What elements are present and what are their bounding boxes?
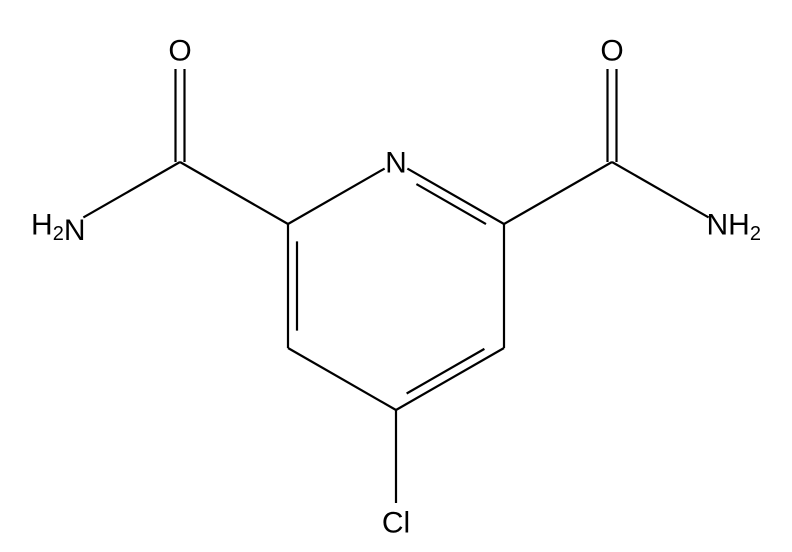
atom-label: H2N [31,209,85,247]
atom-label: N [385,147,407,180]
bond-line [416,184,486,224]
bond-line [288,348,396,410]
molecule-diagram: N O NH2 O H2N Cl [0,0,792,552]
bond-line [504,162,612,224]
bond-line [180,162,288,224]
atom-label: O [600,35,623,68]
atom-label: Cl [382,507,410,540]
bond-line [396,348,504,410]
bond-line [407,169,504,224]
bond-line [407,349,485,394]
bond-line [612,162,709,217]
bond-line [288,169,385,224]
atom-label: O [168,35,191,68]
bond-line [83,162,180,217]
atom-label: NH2 [707,209,761,245]
